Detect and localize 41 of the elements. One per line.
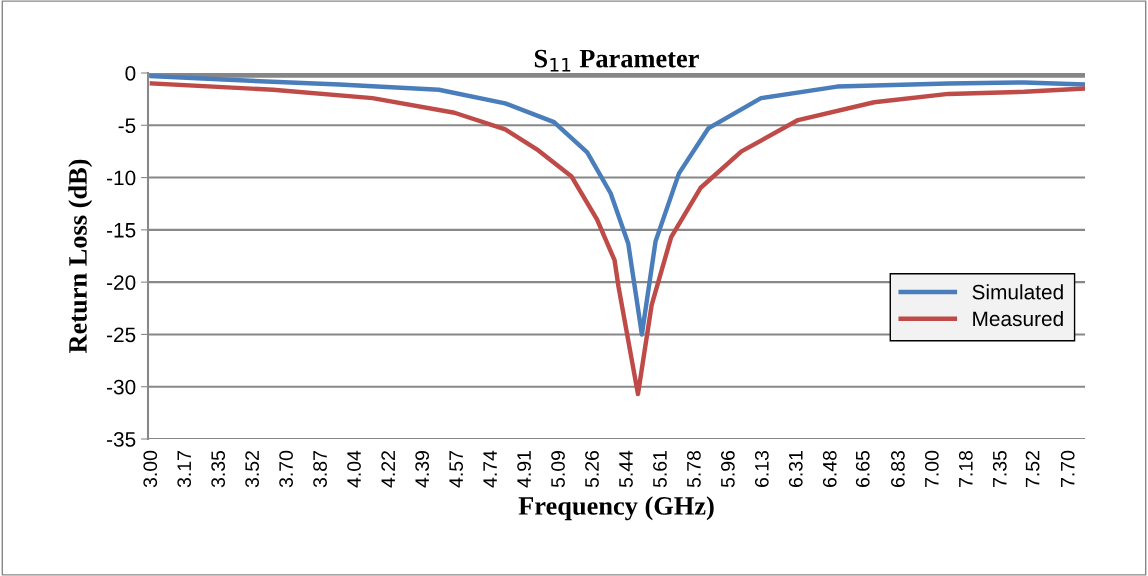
x-tick-label: 6.65 xyxy=(855,450,870,487)
x-tick-label: 5.09 xyxy=(551,451,565,488)
y-tick-label: -35 xyxy=(107,432,136,447)
x-tick-label: 4.91 xyxy=(517,451,531,488)
x-tick-label: 5.61 xyxy=(653,451,667,488)
x-tick-label: 4.74 xyxy=(483,450,497,488)
x-tick-label: 5.44 xyxy=(619,450,633,488)
x-tick-label: 7.52 xyxy=(1025,451,1040,487)
x-tick-label: 7.35 xyxy=(992,450,1007,487)
x-tick-label: 4.22 xyxy=(381,451,395,488)
y-tick-label: -30 xyxy=(107,379,136,395)
y-tick-label: -15 xyxy=(107,223,136,238)
y-tick-label: 0 xyxy=(125,66,136,81)
x-tick-label: 5.26 xyxy=(585,450,599,488)
legend-label: Measured xyxy=(973,310,1063,327)
legend-label: Simulated xyxy=(972,284,1063,300)
x-tick-label: 3.00 xyxy=(143,450,158,488)
x-tick-label: 6.48 xyxy=(822,450,837,487)
x-tick-label: 4.39 xyxy=(415,451,430,488)
x-tick-label: 3.70 xyxy=(279,450,293,488)
x-tick-label: 5.96 xyxy=(720,450,735,488)
x-tick-label: 4.04 xyxy=(347,450,361,488)
y-tick-label: -25 xyxy=(107,327,136,343)
chart-title: S$_{11}$ Parameter xyxy=(534,49,699,72)
x-tick-label: 7.00 xyxy=(924,450,939,487)
x-tick-label: 6.83 xyxy=(891,450,905,487)
x-tick-label: 7.70 xyxy=(1060,450,1075,487)
x-tick-label: 4.57 xyxy=(449,451,464,488)
x-tick-label: 5.78 xyxy=(687,450,701,488)
y-tick-label: -10 xyxy=(107,170,136,186)
x-tick-label: 3.35 xyxy=(211,450,226,488)
x-tick-label: 3.87 xyxy=(313,451,327,488)
x-tick-label: 7.18 xyxy=(958,450,973,487)
x-tick-label: 6.31 xyxy=(788,451,803,487)
x-tick-label: 6.13 xyxy=(754,450,769,487)
x-axis-title: Frequency (GHz) xyxy=(518,496,714,521)
x-tick-label: 3.17 xyxy=(177,451,192,488)
y-tick-label: -5 xyxy=(118,118,136,134)
y-tick-label: -20 xyxy=(107,275,136,290)
y-axis-title: Return Loss (dB) xyxy=(68,159,93,354)
x-tick-label: 3.52 xyxy=(245,451,260,488)
